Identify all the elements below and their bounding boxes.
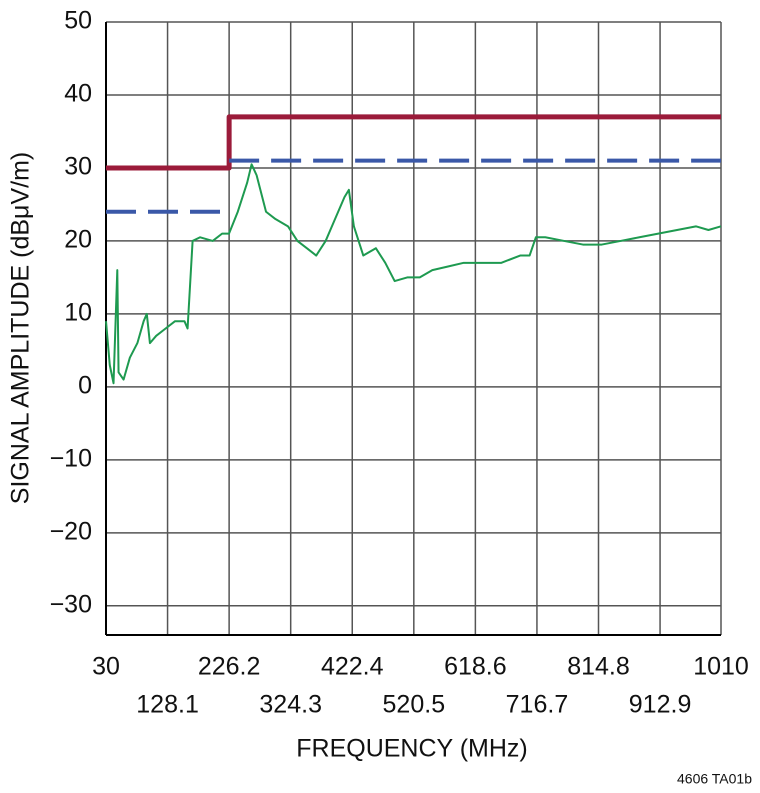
- figure-note: 4606 TA01b: [677, 771, 752, 787]
- y-tick-label: 50: [64, 7, 92, 35]
- series-line: [106, 114, 721, 171]
- x-tick-label: 912.9: [629, 691, 692, 719]
- x-tick-label: 324.3: [259, 691, 322, 719]
- y-tick-label: 20: [64, 226, 92, 254]
- x-tick-label: 716.7: [506, 691, 569, 719]
- y-tick-label: −20: [50, 517, 92, 545]
- y-tick-label: 10: [64, 299, 92, 327]
- y-tick-label: 0: [78, 371, 92, 399]
- x-tick-label: 618.6: [444, 653, 507, 681]
- series-line: [105, 163, 722, 385]
- x-tick-label: 814.8: [567, 653, 630, 681]
- series-line: [106, 158, 721, 214]
- x-tick-label: 1010: [693, 653, 749, 681]
- x-tick-label: 226.2: [198, 653, 261, 681]
- y-tick-label: 30: [64, 153, 92, 181]
- x-axis-title: FREQUENCY (MHz): [296, 735, 527, 763]
- x-tick-label: 520.5: [383, 691, 446, 719]
- y-tick-label: −10: [50, 444, 92, 472]
- x-tick-label: 128.1: [136, 691, 199, 719]
- x-tick-label: 30: [92, 653, 120, 681]
- y-axis-title: SIGNAL AMPLITUDE (dBμV/m): [7, 152, 35, 504]
- y-tick-label: −30: [50, 590, 92, 618]
- x-tick-label: 422.4: [321, 653, 384, 681]
- y-tick-label: 40: [64, 80, 92, 108]
